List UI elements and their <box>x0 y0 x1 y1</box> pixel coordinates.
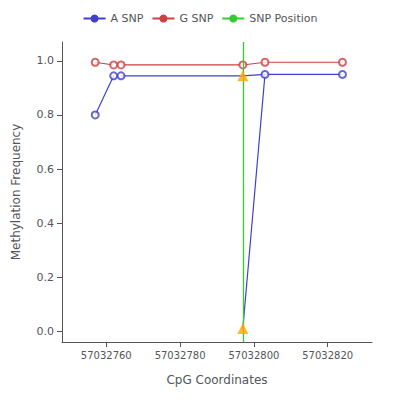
svg-text:CpG Coordinates: CpG Coordinates <box>166 373 267 387</box>
svg-text:0.8: 0.8 <box>37 108 55 121</box>
svg-text:SNP Position: SNP Position <box>249 12 317 25</box>
svg-text:G SNP: G SNP <box>179 12 213 25</box>
svg-text:0.4: 0.4 <box>37 217 55 230</box>
svg-text:Methylation Frequency: Methylation Frequency <box>9 124 23 261</box>
svg-text:57032800: 57032800 <box>228 350 279 361</box>
svg-text:57032780: 57032780 <box>155 350 206 361</box>
svg-text:0.0: 0.0 <box>37 325 55 338</box>
svg-text:A SNP: A SNP <box>111 12 144 25</box>
svg-text:0.2: 0.2 <box>37 271 55 284</box>
svg-text:0.6: 0.6 <box>37 163 55 176</box>
svg-text:1.0: 1.0 <box>37 54 55 67</box>
svg-text:57032820: 57032820 <box>302 350 353 361</box>
svg-text:57032760: 57032760 <box>81 350 132 361</box>
